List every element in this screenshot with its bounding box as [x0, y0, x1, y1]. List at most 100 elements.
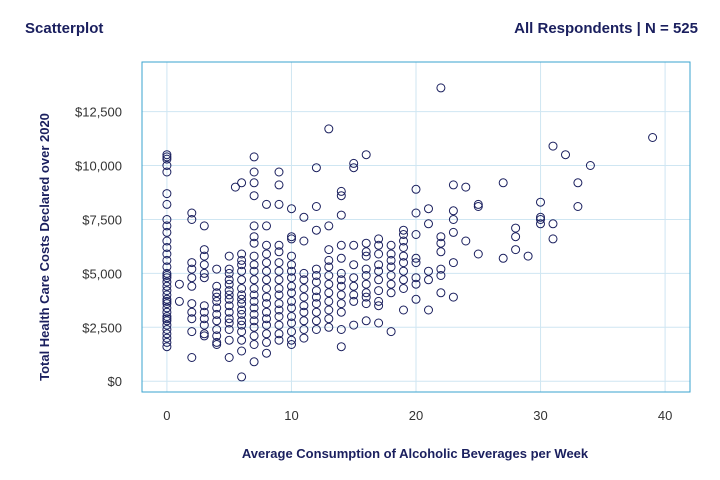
data-point: [386, 288, 396, 298]
data-point: [274, 290, 284, 300]
data-point: [287, 303, 296, 313]
data-point: [311, 264, 321, 274]
data-point: [224, 290, 234, 300]
data-point: [224, 314, 234, 324]
x-axis-label: Average Consumption of Alcoholic Beverag…: [242, 446, 589, 461]
data-point: [287, 327, 296, 337]
y-tick-label: $12,500: [75, 105, 122, 120]
data-point: [399, 230, 408, 239]
data-point: [187, 258, 197, 268]
data-point: [249, 309, 259, 319]
data-point: [212, 303, 222, 313]
data-point: [162, 316, 172, 326]
data-point: [573, 178, 583, 188]
data-point: [237, 255, 247, 265]
y-tick-label: $5,000: [82, 266, 122, 281]
data-point: [399, 305, 408, 315]
x-tick-label: 10: [284, 408, 298, 423]
data-point: [311, 202, 321, 211]
data-point: [336, 299, 346, 309]
data-point: [287, 234, 296, 244]
data-point: [187, 208, 197, 218]
grid-lines: [142, 62, 690, 392]
data-point: [349, 163, 359, 173]
data-point: [287, 312, 296, 321]
data-point: [249, 238, 259, 248]
data-point: [162, 325, 172, 334]
data-point: [411, 273, 421, 283]
data-point: [573, 202, 583, 211]
data-point: [249, 316, 259, 326]
data-point: [237, 335, 247, 345]
plot-frame: [141, 61, 691, 393]
data-point: [162, 199, 172, 209]
data-point: [374, 286, 384, 296]
data-point: [311, 225, 321, 235]
data-point: [224, 318, 234, 328]
data-point: [324, 221, 334, 231]
data-point: [473, 199, 483, 209]
data-point: [399, 236, 408, 246]
data-point: [162, 262, 172, 272]
data-point: [274, 284, 284, 293]
data-point: [336, 210, 346, 220]
data-point: [498, 253, 508, 263]
data-point: [262, 337, 271, 347]
data-point: [311, 316, 321, 326]
data-point: [336, 342, 346, 352]
data-point: [199, 260, 209, 270]
data-point: [249, 232, 259, 242]
data-point: [287, 266, 296, 276]
data-point: [349, 320, 359, 330]
data-point: [448, 227, 458, 237]
data-point: [274, 266, 284, 276]
data-point: [249, 221, 259, 231]
data-point: [361, 279, 371, 289]
data-point: [299, 292, 309, 302]
data-point: [249, 191, 259, 201]
data-point: [162, 227, 172, 237]
data-point: [237, 260, 247, 270]
data-point: [212, 309, 222, 319]
data-point: [262, 266, 271, 276]
data-point: [349, 240, 359, 250]
data-point: [249, 357, 259, 367]
data-point: [374, 301, 384, 311]
data-point: [249, 167, 259, 177]
data-point: [536, 197, 545, 207]
data-point: [436, 238, 446, 248]
data-point: [187, 215, 197, 224]
data-point: [287, 260, 296, 270]
data-point: [274, 240, 284, 250]
data-point: [287, 251, 296, 261]
x-tick-label: 20: [409, 408, 423, 423]
data-point: [162, 152, 172, 162]
data-point: [287, 296, 296, 306]
data-point: [324, 305, 334, 315]
data-point: [187, 314, 197, 324]
y-tick-label: $2,500: [82, 320, 122, 335]
data-point: [461, 236, 471, 246]
data-point: [461, 182, 471, 192]
data-point: [274, 299, 284, 309]
data-point: [536, 215, 545, 224]
data-point: [199, 331, 209, 341]
data-point: [324, 322, 334, 332]
data-point: [448, 215, 458, 224]
data-point: [361, 271, 371, 280]
data-point: [361, 150, 371, 160]
data-point: [249, 178, 259, 188]
data-point: [374, 260, 384, 270]
data-point: [199, 301, 209, 311]
data-point: [249, 266, 259, 276]
data-point: [237, 372, 247, 382]
data-point: [336, 240, 346, 250]
data-point: [386, 271, 396, 280]
data-point: [187, 353, 197, 362]
data-point: [287, 273, 296, 283]
data-point: [448, 206, 458, 216]
data-point: [349, 290, 359, 300]
data-point: [224, 275, 234, 285]
data-point: [299, 284, 309, 293]
data-point: [473, 249, 483, 259]
